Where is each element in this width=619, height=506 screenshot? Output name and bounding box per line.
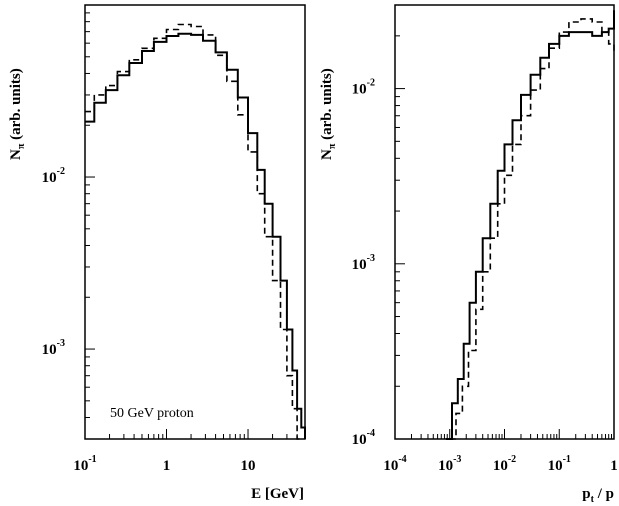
energy-plot-frame [84,4,306,440]
pt-y-tick-label: 10-3 [352,253,375,273]
energy-solid-series-line [85,32,306,439]
pt-x-label-sub: t [591,494,595,505]
pt-x-axis-label: pt / p [582,486,614,505]
energy-panel: 10-1 1 10 10-2 10-3 50 GeV proton E [GeV] N… [8,4,306,502]
pt-axis-ticks [394,4,615,440]
energy-x-tick-label: 10-1 [73,454,96,474]
energy-x-tick-label: 1 [163,458,171,474]
energy-series-group [85,23,306,440]
pt-x-tick-label: 10-1 [548,454,571,474]
energy-y-tick-labels: 10-2 10-3 [42,166,65,358]
pt-x-tick-label: 1 [610,458,618,474]
pt-x-label-main: p [582,486,590,502]
energy-y-tick-label: 10-3 [42,338,65,358]
pt-y-tick-label: 10-2 [352,78,375,98]
energy-x-tick-labels: 10-1 1 10 [73,454,255,474]
energy-x-axis-label: E [GeV] [251,486,304,502]
pt-y-label-main: N [319,149,335,160]
energy-annotation: 50 GeV proton [110,406,194,421]
energy-y-tick-label: 10-2 [42,166,65,186]
energy-y-label-main: N [8,149,24,160]
pt-x-tick-label: 10-2 [493,454,516,474]
pt-x-tick-labels: 10-4 10-3 10-2 10-1 1 [383,454,617,474]
pt-solid-series-line [445,10,615,440]
pt-series-group [445,10,615,440]
pt-y-axis-label: Nπ (arb. units) [319,68,338,160]
pt-plot-frame [394,4,615,440]
pt-panel: 10-4 10-3 10-2 10-1 1 10-4 10-3 10-2 pt / p Nπ… [319,4,618,505]
pt-x-tick-label: 10-3 [438,454,461,474]
pt-x-tick-label: 10-4 [383,454,406,474]
energy-y-axis-label: Nπ (arb. units) [8,68,27,160]
pt-dashed-series-line [449,18,615,440]
energy-y-label-sub: π [16,143,27,149]
pt-x-label-rest: / p [594,486,614,502]
pt-y-label-sub: π [327,143,338,149]
pt-y-label-rest: (arb. units) [319,68,335,143]
energy-y-label-rest: (arb. units) [8,68,24,143]
energy-x-tick-label: 10 [241,458,256,474]
pt-y-tick-label: 10-4 [352,428,375,448]
pt-y-tick-labels: 10-4 10-3 10-2 [352,78,375,448]
